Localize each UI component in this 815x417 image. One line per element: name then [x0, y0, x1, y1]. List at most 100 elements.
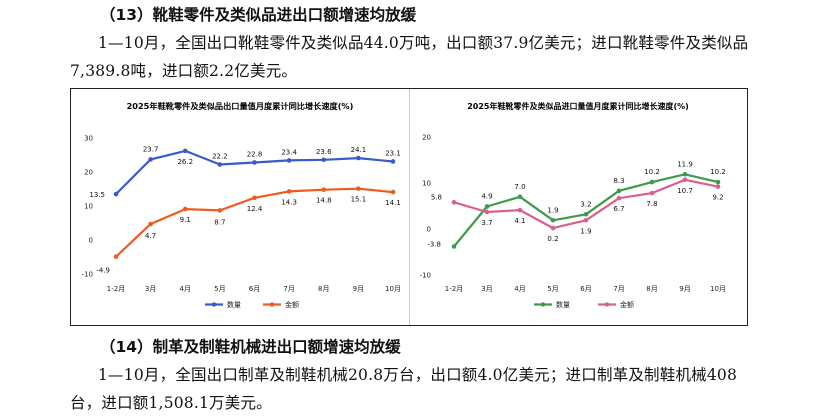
data-point: [583, 211, 589, 217]
data-point: [356, 155, 361, 161]
section-13-heading: （13）靴鞋零件及类似品进出口额增速均放缓: [100, 6, 417, 24]
data-label: 22.8: [247, 150, 263, 158]
data-label: -4.9: [96, 267, 110, 275]
export-chart-panel: 2025年鞋靴零件及类似品出口量值月度累计同比增长速度(%) -10 0 10 20 30…: [71, 89, 410, 325]
data-point: [217, 208, 223, 213]
data-label: 1.9: [547, 206, 558, 214]
data-point: [182, 148, 188, 154]
data-point: [252, 160, 257, 165]
y-tick-label: -10: [82, 271, 93, 279]
data-label: 14.1: [385, 199, 401, 207]
export-growth-chart: 2025年鞋靴零件及类似品出口量值月度累计同比增长速度(%) -10 0 10 20 30…: [82, 101, 401, 309]
data-point: [113, 254, 119, 259]
data-label: 23.6: [316, 148, 332, 156]
data-label: 4.7: [145, 232, 156, 240]
legend-marker: [211, 302, 217, 307]
data-point: [583, 217, 589, 223]
data-point: [484, 209, 490, 215]
y-tick-label: 10: [84, 203, 93, 211]
data-label: 1.9: [580, 227, 591, 235]
data-label: 23.4: [281, 148, 297, 156]
data-point: [217, 162, 223, 167]
chart-title: 2025年鞋靴零件及类似品出口量值月度累计同比增长速度(%): [127, 101, 354, 111]
data-point: [517, 207, 523, 213]
data-label: 24.1: [351, 146, 367, 154]
x-tick-label: 6月: [580, 285, 591, 293]
data-label: 3.7: [481, 219, 492, 227]
data-label: 11.9: [677, 160, 693, 168]
x-tick-label: 4月: [180, 285, 191, 293]
import-growth-chart: 2025年鞋靴零件及类似品进口量值月度累计同比增长速度(%) -10 0 10 20 1-…: [420, 101, 726, 309]
legend-marker: [604, 302, 610, 307]
legend-label: 数量: [227, 300, 241, 309]
x-tick-label: 5月: [547, 285, 558, 293]
data-point: [148, 157, 153, 162]
data-label: 15.1: [351, 196, 367, 204]
section-14-paragraph: 1—10月，全国出口制革及制鞋机械20.8万台，出口额4.0亿美元；进口制革及制…: [70, 366, 738, 412]
data-label: 10.7: [677, 187, 693, 195]
data-point: [356, 186, 361, 191]
y-tick-label: 0: [89, 237, 93, 245]
data-point: [682, 177, 688, 183]
x-tick-label: 7月: [283, 285, 294, 293]
data-point: [451, 200, 457, 205]
data-point: [148, 221, 153, 227]
y-tick-label: 20: [422, 134, 431, 142]
import-chart-panel: 2025年鞋靴零件及类似品进口量值月度累计同比增长速度(%) -10 0 10 20 1-…: [410, 89, 747, 325]
data-point: [321, 157, 327, 163]
data-point: [390, 189, 396, 195]
data-label: 8.7: [214, 218, 225, 226]
chart-figure: 2025年鞋靴零件及类似品出口量值月度累计同比增长速度(%) -10 0 10 20 30…: [70, 88, 748, 326]
legend-label: 金额: [285, 300, 299, 309]
y-tick-label: 10: [422, 180, 431, 188]
data-label: -3.8: [427, 240, 441, 248]
x-tick-label: 9月: [353, 285, 364, 293]
data-label: 10.2: [644, 168, 660, 176]
x-tick-label: 5月: [214, 285, 225, 293]
data-point: [715, 184, 721, 189]
y-tick-label: -10: [420, 272, 431, 280]
data-label: 13.5: [89, 191, 105, 199]
data-point: [286, 189, 292, 194]
data-point: [252, 195, 257, 201]
data-label: 23.7: [143, 145, 159, 153]
data-point: [113, 191, 119, 197]
data-point: [321, 187, 327, 192]
data-point: [451, 244, 457, 249]
data-label: 22.2: [212, 153, 228, 161]
section-14-heading: （14）制革及制鞋机械进出口额增速均放缓: [100, 338, 401, 356]
data-label: 0.2: [547, 235, 558, 243]
data-label: 4.1: [514, 217, 525, 225]
data-label: 6.7: [613, 205, 624, 213]
data-label: 7.0: [514, 183, 525, 191]
data-label: 10.2: [710, 168, 726, 176]
data-label: 14.8: [316, 197, 332, 205]
section-13-paragraph: 1—10月，全国出口靴鞋零件及类似品44.0万吨，出口额37.9亿美元；进口靴鞋…: [70, 34, 749, 80]
legend-marker: [269, 302, 275, 307]
data-point: [715, 179, 721, 185]
data-point: [517, 194, 523, 200]
x-tick-label: 4月: [514, 285, 525, 293]
data-label: 14.3: [281, 198, 297, 206]
data-label: 26.2: [177, 158, 193, 166]
series-line-1: [453, 173, 719, 248]
x-tick-label: 7月: [613, 285, 624, 293]
x-tick-label: 9月: [679, 285, 690, 293]
data-label: 5.8: [431, 193, 442, 201]
chart-title: 2025年鞋靴零件及类似品进口量值月度累计同比增长速度(%): [467, 101, 689, 111]
data-point: [649, 190, 655, 196]
data-point: [286, 158, 292, 163]
data-label: 4.9: [481, 192, 492, 200]
data-point: [649, 179, 655, 185]
data-label: 9.1: [180, 216, 191, 224]
data-point: [390, 159, 396, 164]
legend-label: 数量: [556, 300, 570, 309]
y-tick-label: 30: [84, 135, 93, 143]
x-tick-label: 1-2月: [107, 285, 125, 293]
y-tick-label: 20: [84, 169, 93, 177]
x-tick-label: 8月: [318, 285, 329, 293]
data-point: [616, 195, 622, 201]
x-tick-label: 1-2月: [445, 285, 463, 293]
data-point: [550, 225, 556, 231]
data-label: 7.8: [646, 200, 657, 208]
